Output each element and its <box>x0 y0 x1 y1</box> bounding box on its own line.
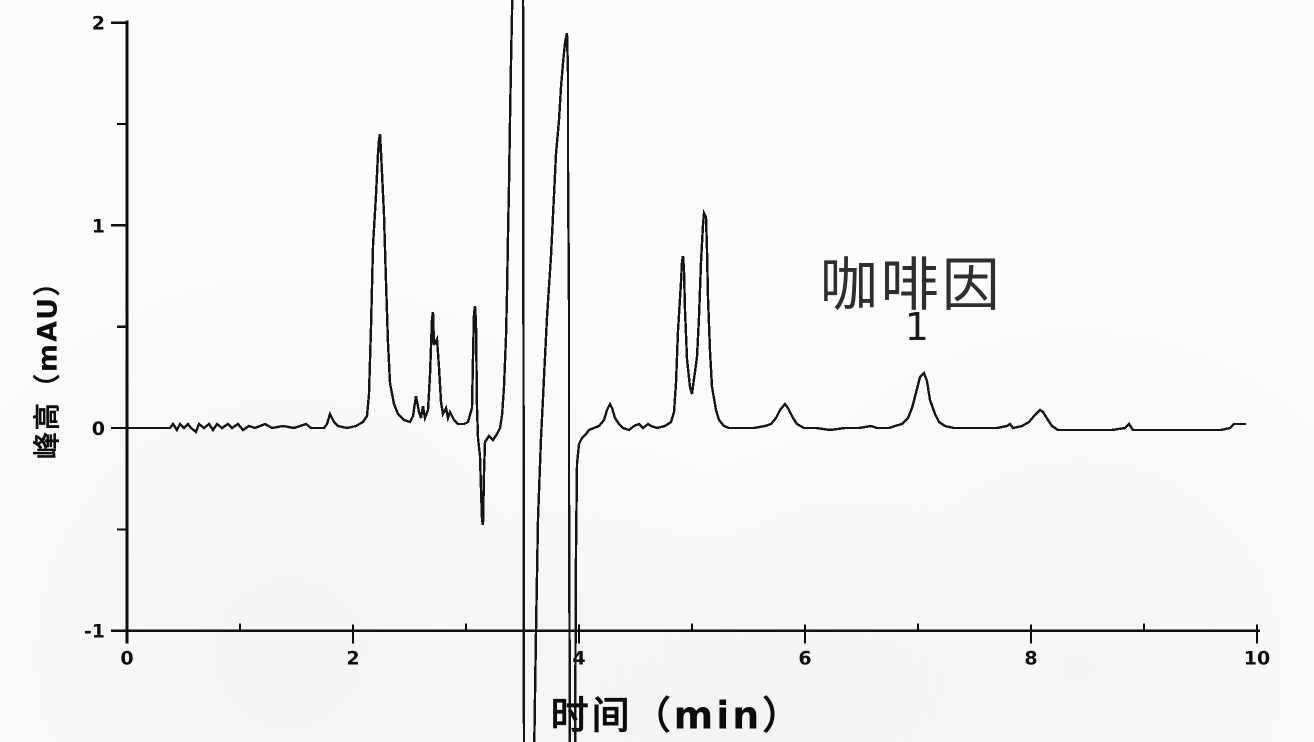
x-tick-label: 2 <box>346 648 359 670</box>
y-axis-title: 峰高（mAU） <box>32 266 64 460</box>
y-tick-label: -1 <box>84 621 105 643</box>
x-tick-label: 8 <box>1024 648 1037 670</box>
x-axis-title: 时间（min） <box>550 693 804 738</box>
y-tick-label: 0 <box>92 418 105 440</box>
x-tick-label: 0 <box>120 648 133 670</box>
chromatogram-trace <box>127 0 1246 742</box>
y-tick-label: 2 <box>92 13 105 35</box>
peak-annotation-caffeine: 咖啡因 <box>819 251 1003 320</box>
peak-number-label: 1 <box>904 304 929 349</box>
x-tick-label: 10 <box>1244 648 1270 670</box>
x-tick-label: 6 <box>798 648 811 670</box>
y-tick-label: 1 <box>92 215 105 237</box>
